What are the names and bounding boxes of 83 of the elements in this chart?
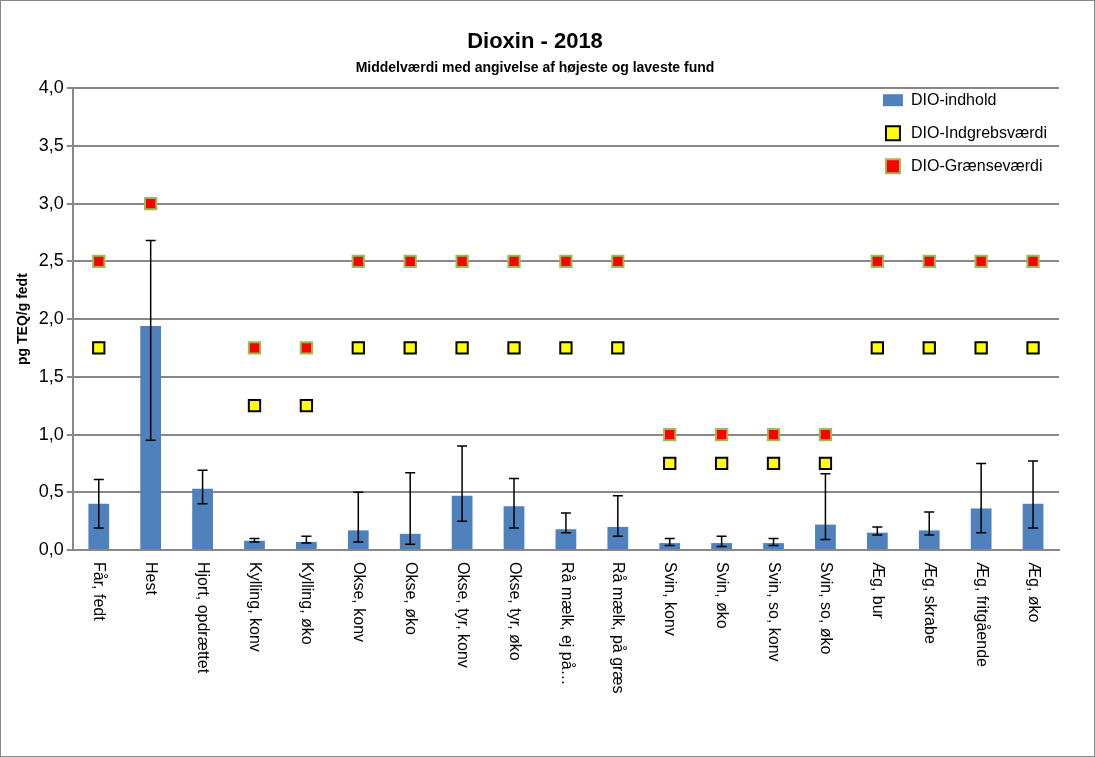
y-tick-label: 3,5 xyxy=(38,134,64,155)
y-tick-label: 0,5 xyxy=(38,481,64,502)
point xyxy=(1026,254,1040,269)
x-tick-label: Kylling, øko xyxy=(298,562,316,645)
bar xyxy=(347,530,369,549)
point xyxy=(247,341,262,355)
point xyxy=(507,341,521,355)
bar xyxy=(763,543,784,549)
x-tick-label: Får, fedt xyxy=(91,562,109,622)
x-tick-label: Okse, konv xyxy=(350,562,368,643)
point xyxy=(351,341,365,355)
bar xyxy=(659,543,681,549)
point xyxy=(559,341,573,355)
x-tick-label: Rå mælk, ej på… xyxy=(558,562,576,686)
point xyxy=(663,427,677,442)
x-tick-label: Kylling, konv xyxy=(247,562,265,652)
y-tick-label: 2,0 xyxy=(38,308,64,329)
x-tick-label: Svin, so, konv xyxy=(766,562,784,662)
y-tick-label: 1,5 xyxy=(38,365,64,386)
bar xyxy=(140,326,162,549)
bar xyxy=(555,529,577,549)
point xyxy=(611,254,625,269)
chart-subtitle: Middelværdi med angivelse af højeste og laveste fund xyxy=(355,58,715,75)
legend-label: DIO-Grænseværdi xyxy=(910,156,1043,174)
point xyxy=(870,341,884,355)
bar xyxy=(503,506,525,549)
bar xyxy=(451,495,473,549)
point xyxy=(766,427,781,442)
point xyxy=(247,399,262,413)
x-tick-label: Svin, konv xyxy=(662,562,680,636)
bar xyxy=(815,524,836,549)
y-tick-label: 0,0 xyxy=(38,538,64,559)
y-tick-label: 3,0 xyxy=(38,192,64,213)
x-tick-label: Okse, tyr, konv xyxy=(454,562,472,668)
point xyxy=(507,254,521,269)
point xyxy=(92,254,106,269)
point xyxy=(455,341,469,355)
point xyxy=(714,427,729,442)
bar xyxy=(970,508,992,549)
point xyxy=(922,341,936,355)
x-tick-label: Rå mælk, på græs xyxy=(610,562,628,694)
point xyxy=(974,254,988,269)
y-tick-label: 2,5 xyxy=(38,250,64,271)
point xyxy=(766,456,781,471)
x-tick-label: Æg, skrabe xyxy=(921,562,939,644)
point xyxy=(714,456,729,471)
point xyxy=(455,254,469,269)
y-tick-label: 4,0 xyxy=(38,77,64,98)
point xyxy=(922,254,936,269)
x-tick-label: Hest xyxy=(143,562,161,596)
point xyxy=(144,196,158,211)
point xyxy=(663,456,677,471)
y-tick-label: 1,0 xyxy=(38,423,64,444)
legend-label: DIO-indhold xyxy=(910,90,997,108)
point xyxy=(559,254,573,269)
bar xyxy=(866,532,888,549)
x-tick-label: Æg, fritgående xyxy=(973,562,991,668)
bar xyxy=(192,488,213,549)
x-tick-label: Æg, øko xyxy=(1025,562,1043,623)
y-axis-title: pg TEQ/g fedt xyxy=(14,272,31,365)
x-tick-label: Æg, bur xyxy=(869,562,887,620)
x-tick-label: Hjort, opdrættet xyxy=(195,562,213,674)
point xyxy=(351,254,365,269)
bar xyxy=(918,530,940,549)
x-tick-label: Okse, tyr, øko xyxy=(506,562,524,661)
point xyxy=(870,254,884,269)
point xyxy=(818,427,833,442)
chart-title: Dioxin - 2018 xyxy=(467,28,603,54)
bar xyxy=(88,503,110,549)
legend-label: DIO-Indgrebsværdi xyxy=(910,123,1047,141)
x-tick-label: Svin, øko xyxy=(714,562,732,629)
x-tick-label: Okse, øko xyxy=(402,562,420,636)
point xyxy=(1026,341,1040,355)
point xyxy=(818,456,833,471)
bar xyxy=(607,526,629,549)
point xyxy=(974,341,988,355)
point xyxy=(611,341,625,355)
x-tick-label: Svin, so, øko xyxy=(818,562,836,655)
point xyxy=(299,399,314,413)
point xyxy=(403,254,417,269)
point xyxy=(403,341,417,355)
point xyxy=(92,341,106,355)
point xyxy=(299,341,314,355)
